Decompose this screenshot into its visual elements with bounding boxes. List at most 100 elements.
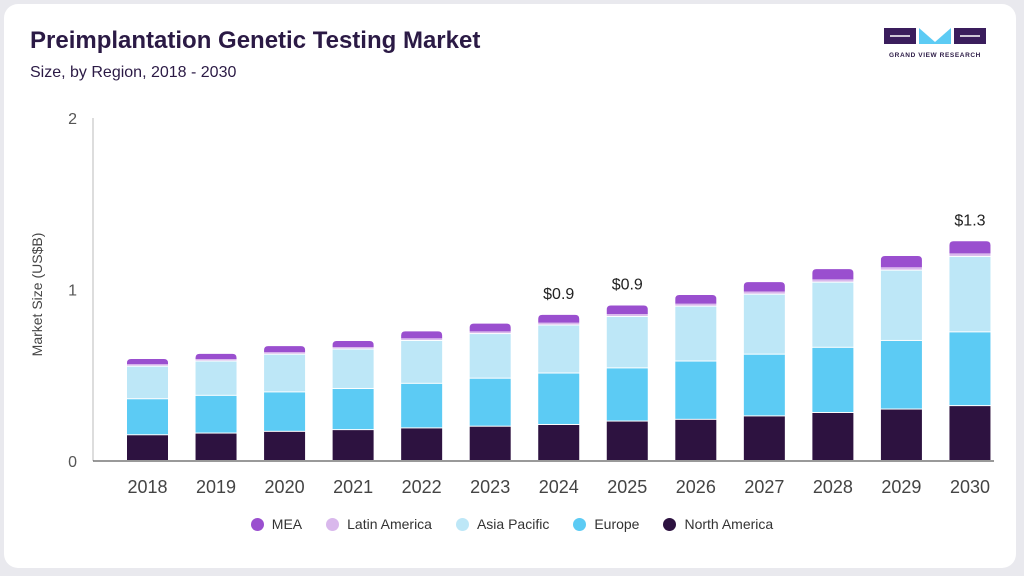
bar-segment	[264, 352, 306, 354]
legend-label: North America	[684, 516, 774, 532]
bar-segment	[606, 305, 648, 315]
bar-segment	[538, 325, 580, 373]
bar-segment	[812, 269, 854, 280]
chart-legend: MEA Latin America Asia Pacific Europe North …	[0, 516, 1024, 532]
x-tick-label: 2018	[127, 477, 167, 497]
x-tick-label: 2027	[744, 477, 784, 497]
legend-swatch	[573, 517, 587, 531]
bar-segment	[127, 435, 168, 460]
bar-segment	[264, 346, 306, 353]
bar-segment	[880, 340, 922, 409]
x-tick-label: 2028	[813, 477, 853, 497]
x-tick-label: 2029	[881, 477, 921, 497]
bar-segment	[949, 332, 991, 406]
bar-segment	[332, 388, 374, 430]
bar-segment	[538, 322, 580, 325]
bar-segment	[743, 354, 785, 416]
bar-segment	[606, 316, 648, 368]
bar-segment	[880, 409, 922, 460]
x-tick-label: 2020	[265, 477, 305, 497]
bar-segment	[195, 433, 237, 460]
bar-segment	[195, 395, 237, 433]
legend-item: North America	[663, 516, 773, 532]
bar-segment	[675, 361, 717, 419]
logo-wordmark: GRAND VIEW RESEARCH	[889, 52, 981, 59]
bar-segment	[538, 373, 580, 424]
bar-segment	[606, 421, 648, 460]
bar-segment	[880, 270, 922, 340]
bar-segment	[606, 368, 648, 421]
legend-swatch	[250, 517, 264, 531]
x-tick-label: 2021	[333, 477, 373, 497]
bar-segment	[675, 294, 717, 304]
bar-segment	[469, 331, 511, 334]
bar-segment	[675, 419, 717, 460]
bar-segment	[743, 282, 785, 292]
bar-segment	[332, 346, 374, 349]
bar-segment	[675, 303, 717, 306]
x-tick-label: 2023	[470, 477, 510, 497]
grand-view-research-logo	[884, 28, 986, 44]
x-tick-label: 2024	[539, 477, 579, 497]
x-tick-label: 2025	[607, 477, 647, 497]
chart-title: Preimplantation Genetic Testing Market	[30, 27, 481, 54]
legend-item: Europe	[573, 516, 639, 532]
data-label: $0.9	[543, 286, 574, 303]
bar-segment	[195, 358, 237, 361]
x-tick-label: 2019	[196, 477, 236, 497]
data-label: $1.3	[954, 212, 985, 229]
legend-swatch	[455, 517, 469, 531]
bar-segment	[401, 340, 443, 383]
bar-segment	[127, 399, 168, 435]
bar-segment	[606, 314, 648, 316]
x-tick-label: 2030	[950, 477, 990, 497]
legend-label: Asia Pacific	[476, 516, 550, 532]
bar-segment	[401, 383, 443, 428]
bar-segment	[127, 366, 168, 399]
bar-segment	[812, 412, 854, 460]
bar-segment	[332, 349, 374, 388]
y-tick-label: 1	[68, 283, 77, 300]
bar-segment	[743, 291, 785, 294]
bar-segment	[812, 282, 854, 347]
data-label: $0.9	[612, 276, 643, 293]
legend-label: MEA	[271, 516, 303, 532]
y-tick-label: 0	[68, 454, 77, 471]
y-tick-label: 2	[68, 111, 77, 128]
bar-segment	[880, 267, 922, 270]
bar-segment	[469, 323, 511, 332]
legend-label: Europe	[594, 516, 640, 532]
bar-segment	[949, 253, 991, 256]
chart-subtitle: Size, by Region, 2018 - 2030	[30, 64, 237, 81]
bar-segment	[401, 428, 443, 460]
x-tick-label: 2022	[402, 477, 442, 497]
bar-segment	[538, 424, 580, 460]
bar-segment	[264, 431, 306, 460]
legend-swatch	[663, 517, 677, 531]
bar-segment	[743, 294, 785, 354]
bar-segment	[469, 334, 511, 378]
bar-segment	[127, 358, 168, 365]
bar-segment	[812, 347, 854, 412]
legend-item: Latin America	[326, 516, 432, 532]
bar-segment	[469, 426, 511, 460]
bar-segment	[401, 331, 443, 339]
bar-segment	[195, 361, 237, 395]
bar-segment	[469, 378, 511, 426]
bar-segment	[880, 256, 922, 268]
legend-label: Latin America	[347, 516, 432, 532]
bar-segment	[332, 430, 374, 460]
x-tick-label: 2026	[676, 477, 716, 497]
bar-segment	[675, 306, 717, 361]
bar-segment	[264, 392, 306, 431]
bar-segment	[195, 353, 237, 359]
bar-segment	[949, 241, 991, 254]
bar-segment	[949, 256, 991, 332]
bar-segment	[332, 340, 374, 347]
bar-segment	[743, 416, 785, 460]
bar-segment	[401, 338, 443, 340]
bar-segment	[264, 354, 306, 392]
legend-item: MEA	[250, 516, 303, 532]
bar-segment	[949, 406, 991, 460]
